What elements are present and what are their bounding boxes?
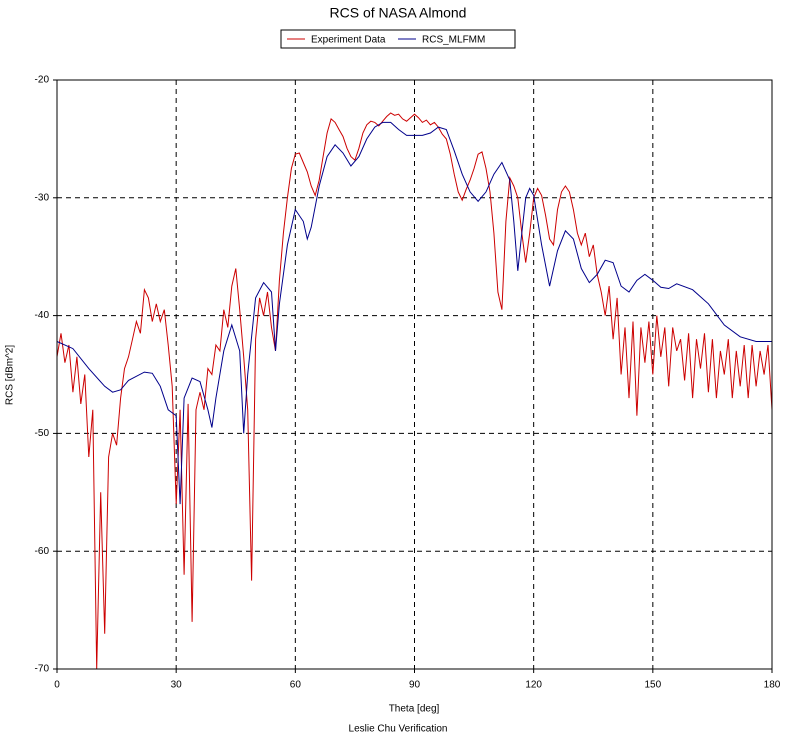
y-tick-label: -30: [35, 192, 50, 203]
x-tick-label: 120: [525, 680, 542, 691]
y-tick-label: -70: [35, 664, 50, 675]
legend-label: Experiment Data: [311, 35, 386, 46]
y-tick-label: -20: [35, 75, 50, 86]
x-tick-label: 0: [54, 680, 60, 691]
x-tick-label: 60: [290, 680, 302, 691]
plot-border: [56, 79, 773, 670]
chart-title: RCS of NASA Almond: [330, 5, 467, 21]
y-tick-label: -50: [35, 428, 50, 439]
footer: Leslie Chu Verification: [349, 724, 448, 735]
x-tick-label: 150: [644, 680, 661, 691]
series-line: [56, 121, 772, 505]
series-line: [56, 112, 773, 670]
y-tick-label: -60: [35, 546, 50, 557]
x-tick-label: 180: [764, 680, 781, 691]
x-tick-label: 90: [409, 680, 421, 691]
y-axis-label: RCS [dBm^2]: [5, 345, 16, 405]
x-axis-label: Theta [deg]: [389, 704, 440, 715]
plot-area: [57, 80, 772, 669]
y-tick-label: -40: [35, 310, 50, 321]
x-tick-label: 30: [171, 680, 183, 691]
legend-label: RCS_MLFMM: [422, 35, 485, 46]
